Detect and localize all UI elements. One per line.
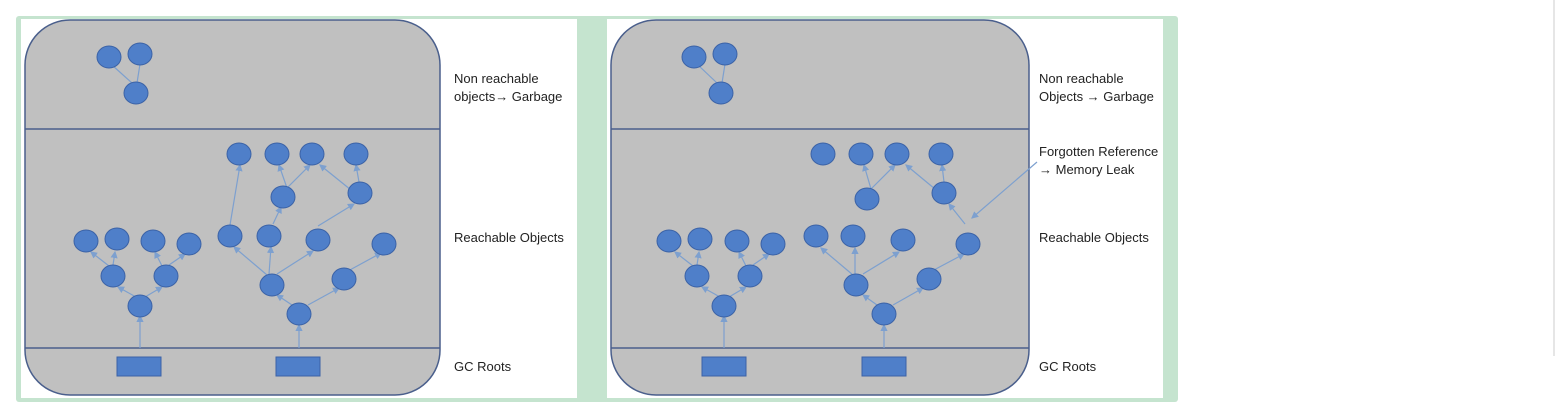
reachable-label: Reachable Objects (1039, 230, 1149, 245)
forgotten-pointer (971, 161, 1038, 219)
object-node (687, 227, 713, 251)
object-node (955, 232, 981, 256)
gc-root-box (701, 356, 747, 377)
object-node (153, 264, 179, 288)
garbage-node (127, 42, 153, 66)
object-node (347, 181, 373, 205)
garbage-label: Non reachable Objects → Garbage (1039, 71, 1154, 104)
object-node (371, 232, 397, 256)
object-node (343, 142, 369, 166)
gc-root-box (861, 356, 907, 377)
gc-roots-label: GC Roots (454, 359, 512, 374)
gc-root-box (275, 356, 321, 377)
object-node (259, 273, 285, 297)
object-node (656, 229, 682, 253)
object-node (803, 224, 829, 248)
object-node (305, 228, 331, 252)
object-node (299, 142, 325, 166)
object-node (843, 273, 869, 297)
forgotten-node (810, 142, 836, 166)
garbage-label: Non reachable objects→ Garbage (454, 71, 563, 104)
object-node (848, 142, 874, 166)
object-node (264, 142, 290, 166)
object-node (256, 224, 282, 248)
object-node (854, 187, 880, 211)
reachable-label: Reachable Objects (454, 230, 564, 245)
object-node (104, 227, 130, 251)
object-node (100, 264, 126, 288)
object-node (916, 267, 942, 291)
object-node (140, 229, 166, 253)
garbage-node (96, 45, 122, 69)
object-node (871, 302, 897, 326)
object-node (884, 142, 910, 166)
object-node (928, 142, 954, 166)
garbage-node (712, 42, 738, 66)
object-node (760, 232, 786, 256)
object-node (331, 267, 357, 291)
gc-roots-label: GC Roots (1039, 359, 1097, 374)
object-node (724, 229, 750, 253)
object-node (73, 229, 99, 253)
slide-frame: Non reachable objects→ Garbage Reachable… (16, 16, 1178, 402)
panel-without-leak: Non reachable objects→ Garbage Reachable… (21, 19, 577, 398)
garbage-node (708, 81, 734, 105)
object-node (931, 181, 957, 205)
panel-with-leak: Non reachable Objects → Garbage Forgotte… (607, 19, 1163, 398)
object-node (840, 224, 866, 248)
garbage-node (681, 45, 707, 69)
object-node (176, 232, 202, 256)
scrollbar[interactable] (1553, 0, 1555, 356)
object-node (737, 264, 763, 288)
object-node (711, 294, 737, 318)
heap-diagram-right (610, 19, 1038, 396)
heap-diagram-left (24, 19, 441, 396)
object-node (217, 224, 243, 248)
garbage-node (123, 81, 149, 105)
forgotten-reference-label: Forgotten Reference → Memory Leak (1039, 144, 1159, 177)
object-node (127, 294, 153, 318)
object-node (890, 228, 916, 252)
object-node (226, 142, 252, 166)
object-node (270, 185, 296, 209)
heap-region (610, 19, 1030, 396)
object-node (286, 302, 312, 326)
gc-root-box (116, 356, 162, 377)
object-node (684, 264, 710, 288)
